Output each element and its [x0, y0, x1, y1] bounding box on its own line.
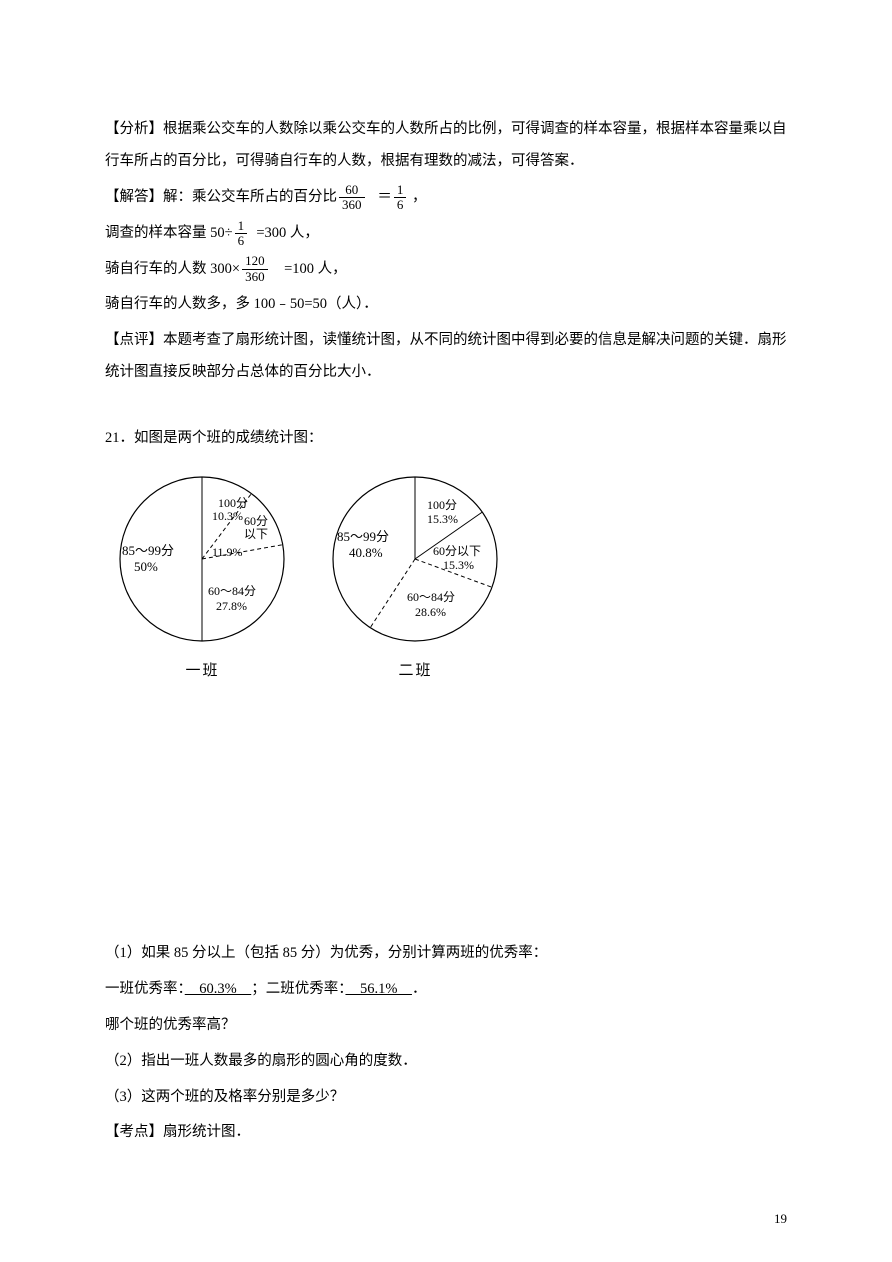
solution-line2: 调查的样本容量 50÷16 =300 人，: [105, 218, 787, 250]
analysis-label: 【分析】: [105, 121, 163, 137]
c1-6084-label: 60～84分: [208, 584, 256, 598]
c2-8599-pct: 40.8%: [349, 545, 383, 560]
solution-label: 【解答】: [105, 189, 163, 205]
q3: （3）这两个班的及格率分别是多少？: [105, 1082, 787, 1114]
chart2-caption: 二班: [318, 655, 513, 688]
fraction-60-360: 60360: [339, 183, 365, 213]
kaodian-label: 【考点】: [105, 1124, 163, 1140]
c1-8599-label: 85～99分: [122, 543, 174, 558]
comment-label: 【点评】: [105, 332, 163, 348]
c1-6084-pct: 27.8%: [216, 599, 247, 613]
q2: （2）指出一班人数最多的扇形的圆心角的度数．: [105, 1046, 787, 1078]
analysis-para: 【分析】根据乘公交车的人数除以乘公交车的人数所占的比例，可得调查的样本容量，根据…: [105, 114, 787, 178]
q21-title: 21．如图是两个班的成绩统计图：: [105, 423, 787, 455]
c1-100-label: 100分: [218, 496, 248, 510]
comment-text: 本题考查了扇形统计图，读懂统计图，从不同的统计图中得到必要的信息是解决问题的关键…: [105, 332, 787, 380]
c2-100-pct: 15.3%: [427, 512, 458, 526]
fraction-1-6: 16: [394, 183, 407, 213]
c2-8599-label: 85～99分: [337, 529, 389, 544]
ans2: 56.1%: [345, 981, 411, 997]
chart-class2: 100分 15.3% 60分以下 15.3% 85～99分 40.8% 60～8…: [318, 469, 513, 688]
solution-line3: 骑自行车的人数 300×120360 =100 人，: [105, 254, 787, 286]
c1-100-pct: 10.3%: [212, 509, 243, 523]
analysis-text: 根据乘公交车的人数除以乘公交车的人数所占的比例，可得调查的样本容量，根据样本容量…: [105, 121, 787, 169]
kaodian: 【考点】扇形统计图．: [105, 1117, 787, 1149]
q1-ask: 哪个班的优秀率高？: [105, 1010, 787, 1042]
chart1-caption: 一班: [105, 655, 300, 688]
page-number: 19: [774, 1205, 787, 1234]
c1-60b-pct: 11.9%: [212, 545, 243, 559]
c2-60b-pct: 15.3%: [443, 558, 474, 572]
solution-line1: 【解答】解：乘公交车所占的百分比60360 ＝16 ，: [105, 182, 787, 214]
comment-para: 【点评】本题考查了扇形统计图，读懂统计图，从不同的统计图中得到必要的信息是解决问…: [105, 325, 787, 389]
q1: （1）如果 85 分以上（包括 85 分）为优秀，分别计算两班的优秀率：: [105, 938, 787, 970]
c1-8599-pct: 50%: [134, 559, 158, 574]
q1-answers: 一班优秀率： 60.3% ；二班优秀率： 56.1% ．: [105, 974, 787, 1006]
c2-6084-pct: 28.6%: [415, 605, 446, 619]
solution-prefix: 解：乘公交车所占的百分比: [163, 189, 337, 205]
c2-60b-label: 60分以下: [433, 544, 481, 558]
c1-60b-a: 60分: [244, 514, 268, 528]
chart-class1: 100分 10.3% 60分 以下 11.9% 85～99分 50% 60～84…: [105, 469, 300, 688]
fraction-120-360: 120360: [242, 254, 268, 284]
kaodian-text: 扇形统计图．: [163, 1124, 250, 1140]
solution-line4: 骑自行车的人数多，多 100﹣50=50（人）．: [105, 289, 787, 321]
c2-6084-label: 60～84分: [407, 590, 455, 604]
fraction-1-6b: 16: [235, 219, 248, 249]
c1-60b-b: 以下: [244, 527, 268, 541]
ans1: 60.3%: [185, 981, 251, 997]
c2-100-label: 100分: [427, 498, 457, 512]
pie-charts-row: 100分 10.3% 60分 以下 11.9% 85～99分 50% 60～84…: [105, 469, 787, 688]
